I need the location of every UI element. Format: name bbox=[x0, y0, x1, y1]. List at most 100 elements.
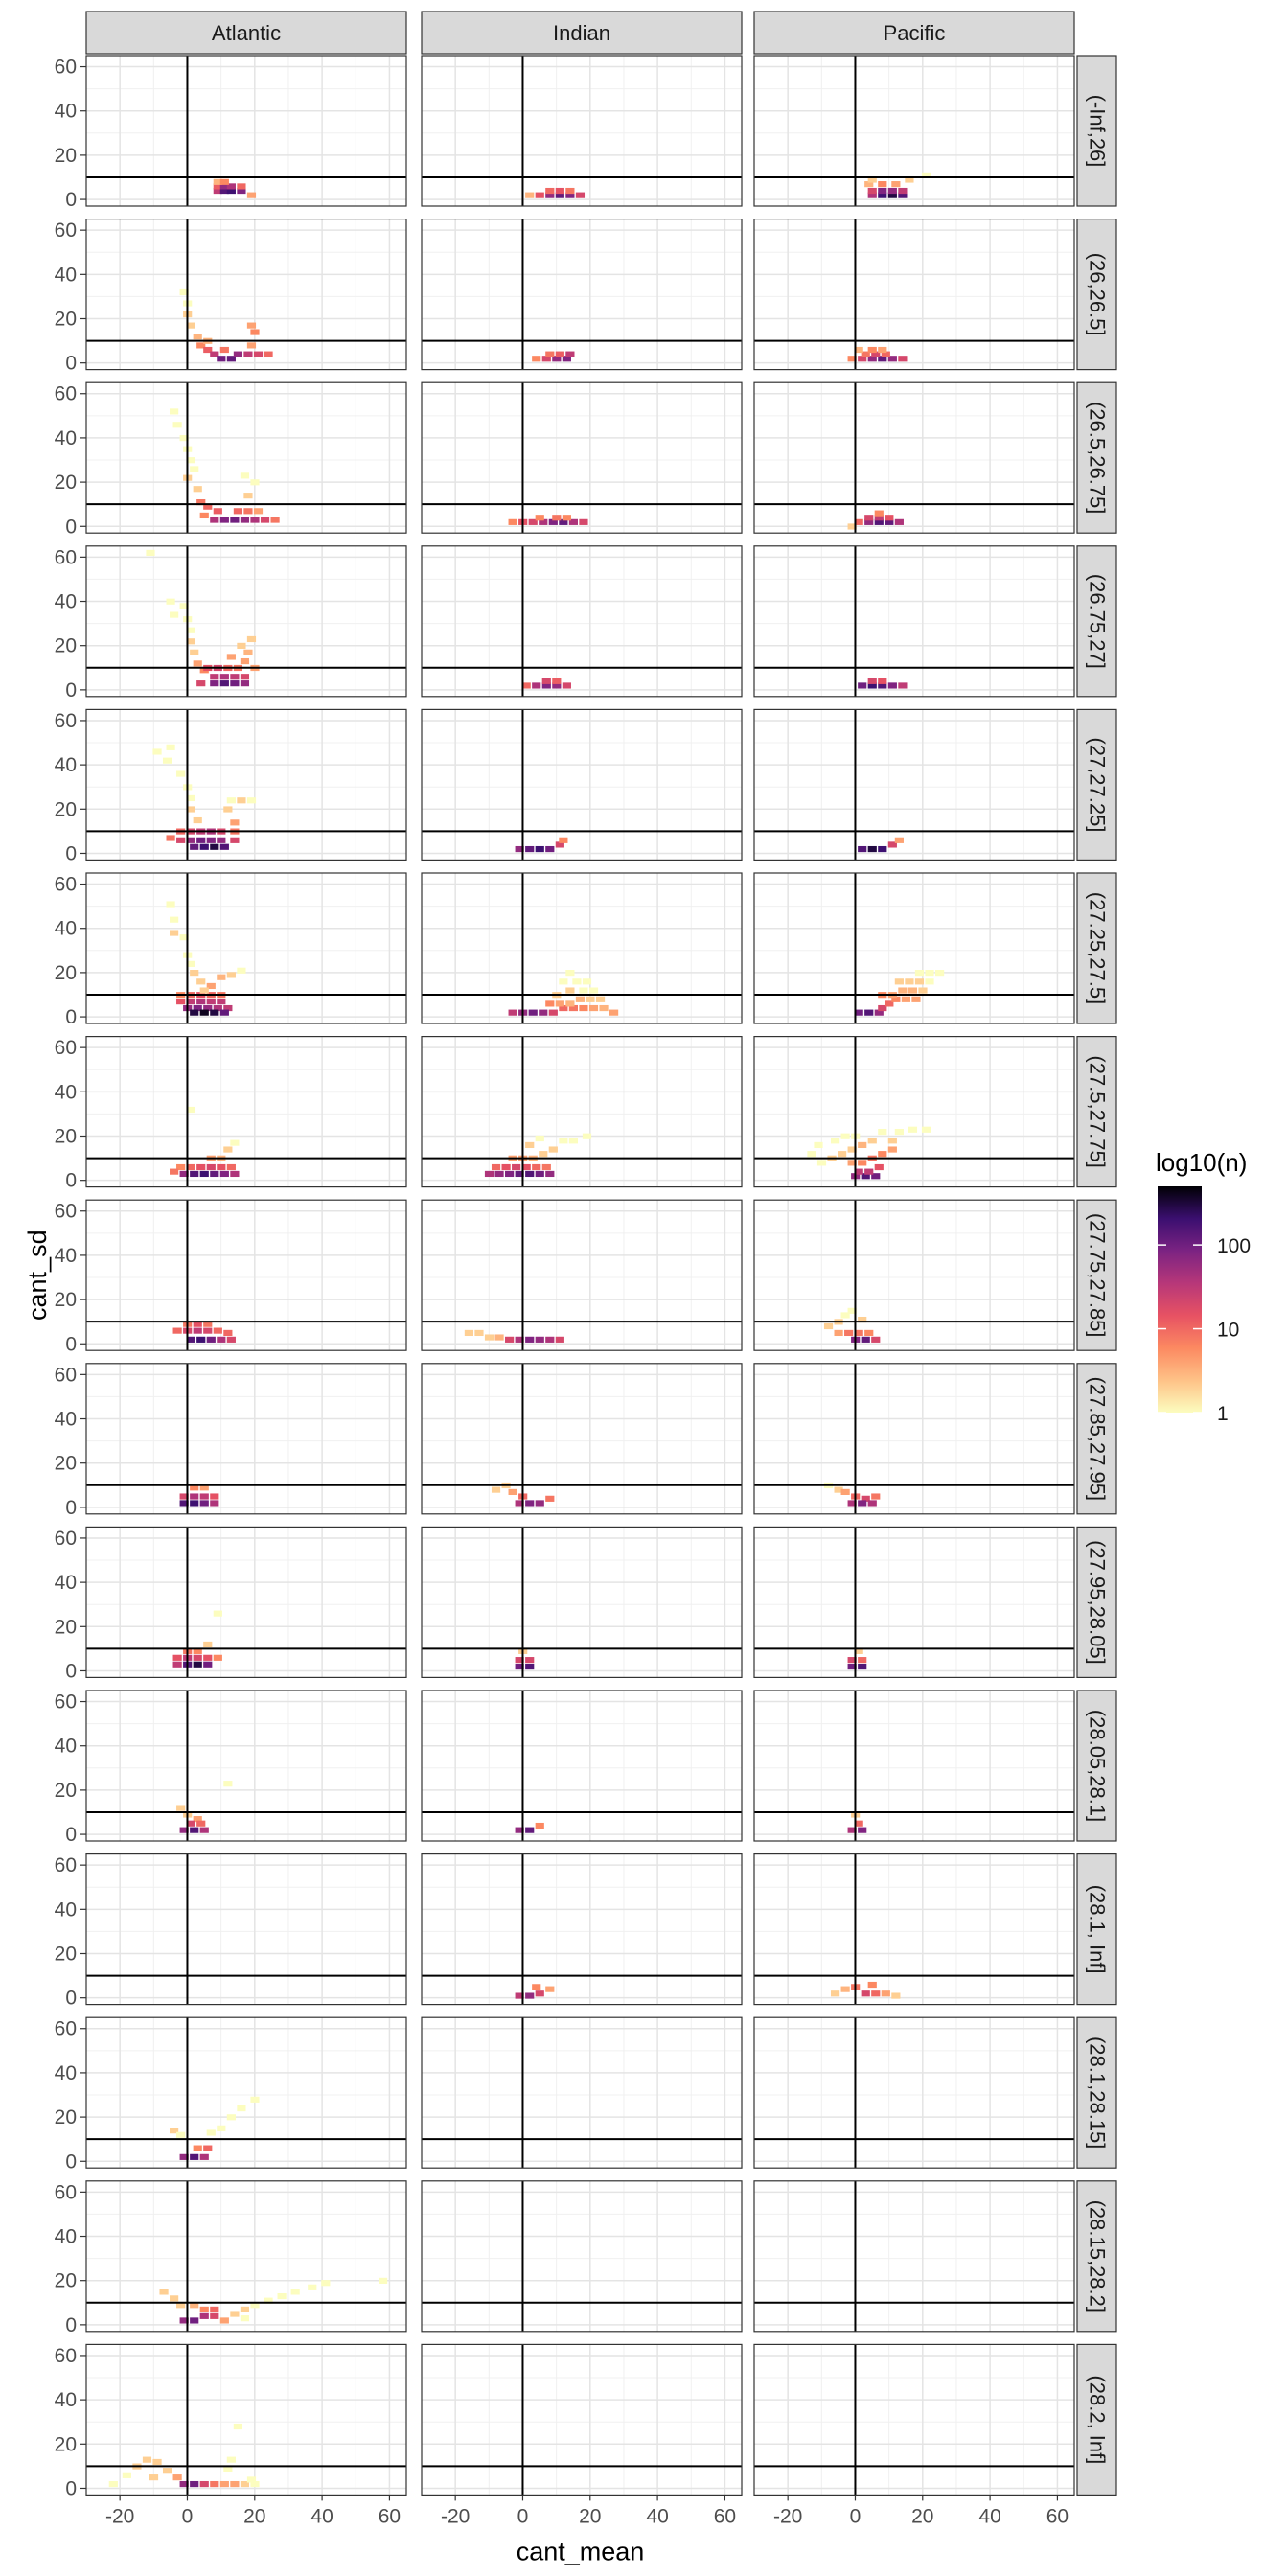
panel-border bbox=[85, 872, 407, 1024]
panel-background bbox=[754, 218, 1074, 370]
heatmap-tile bbox=[610, 1009, 619, 1016]
heatmap-tile bbox=[532, 1984, 541, 1990]
heatmap-tile bbox=[532, 1163, 541, 1171]
heatmap-tile bbox=[230, 2311, 240, 2317]
panel-background bbox=[422, 545, 742, 697]
facet-strip-background bbox=[1076, 2180, 1117, 2333]
heatmap-tile bbox=[535, 1336, 544, 1343]
heatmap-tile bbox=[545, 351, 555, 357]
heatmap-tile bbox=[193, 1654, 202, 1661]
heatmap-tile bbox=[166, 744, 175, 750]
facet-row-strip: (27,27.25] bbox=[1076, 708, 1117, 862]
heatmap-tile bbox=[199, 987, 209, 994]
heatmap-tile bbox=[552, 678, 562, 684]
panel-border bbox=[421, 545, 743, 698]
panel-tiles bbox=[179, 1484, 219, 1506]
panel-border bbox=[753, 1363, 1075, 1515]
heatmap-tile bbox=[515, 1657, 524, 1664]
heatmap-tile bbox=[176, 770, 186, 777]
y-tick-label: 0 bbox=[65, 2150, 77, 2173]
heatmap-tile bbox=[484, 1170, 494, 1178]
heatmap-tile bbox=[199, 1827, 209, 1833]
heatmap-tile bbox=[878, 181, 887, 188]
heatmap-tile bbox=[210, 674, 219, 680]
heatmap-tile bbox=[223, 1781, 233, 1787]
panel-grid bbox=[86, 1363, 406, 1514]
panel-tiles bbox=[864, 172, 932, 198]
y-tick-label: 40 bbox=[55, 2226, 77, 2248]
panel-grid bbox=[86, 1853, 406, 2005]
heatmap-tile bbox=[193, 1647, 202, 1654]
heatmap-tile bbox=[250, 329, 260, 335]
heatmap-tile bbox=[525, 1657, 535, 1664]
heatmap-tile bbox=[250, 2480, 260, 2488]
panel-border bbox=[85, 1526, 407, 1679]
heatmap-tile bbox=[898, 987, 908, 994]
facet-strip-background bbox=[1076, 708, 1117, 862]
heatmap-tile bbox=[565, 987, 575, 994]
y-tick-label: 0 bbox=[65, 1988, 77, 2010]
y-tick-label: 40 bbox=[55, 2062, 77, 2084]
heatmap-tile bbox=[210, 1009, 219, 1016]
heatmap-tile bbox=[494, 1334, 504, 1341]
heatmap-tile bbox=[881, 1990, 890, 1997]
heatmap-tile bbox=[894, 978, 904, 985]
y-tick-label: 60 bbox=[55, 1854, 77, 1876]
heatmap-tile bbox=[512, 1163, 521, 1171]
panel-background bbox=[86, 873, 406, 1024]
panel-border bbox=[753, 381, 1075, 534]
heatmap-tile bbox=[878, 845, 887, 853]
heatmap-tile bbox=[838, 1151, 847, 1158]
heatmap-tile bbox=[885, 1000, 894, 1007]
panel-atlantic-1: 0 20 40 60 bbox=[55, 55, 407, 211]
panel-indian-1 bbox=[421, 55, 743, 207]
panels-layer: Atlantic Indian Pacific (-Inf,26] 0 20 40 60 (26… bbox=[55, 11, 1117, 2527]
heatmap-tile bbox=[901, 996, 911, 1002]
heatmap-tile bbox=[179, 1500, 189, 1506]
panel-indian-6 bbox=[421, 872, 743, 1024]
y-tick-label: 40 bbox=[55, 264, 77, 286]
heatmap-tile bbox=[552, 356, 562, 362]
heatmap-tile bbox=[219, 2317, 229, 2324]
heatmap-tile bbox=[219, 517, 229, 523]
heatmap-tile bbox=[186, 1106, 196, 1114]
x-tick-label: -20 bbox=[105, 2505, 134, 2527]
panel-grid bbox=[422, 545, 742, 697]
heatmap-tile bbox=[217, 2125, 226, 2131]
panel-background bbox=[754, 545, 1074, 697]
heatmap-tile bbox=[847, 356, 857, 362]
heatmap-tile bbox=[867, 678, 877, 684]
heatmap-tile bbox=[555, 192, 564, 198]
panel-indian-13 bbox=[421, 2016, 743, 2169]
heatmap-tile bbox=[210, 843, 219, 850]
panel-tiles bbox=[858, 837, 904, 853]
panel-border bbox=[421, 2180, 743, 2333]
facet-row-label: (28.05,28.1] bbox=[1086, 1710, 1110, 1822]
heatmap-tile bbox=[552, 515, 562, 521]
facet-row-label: (26.5,26.75] bbox=[1086, 402, 1110, 514]
panel-border bbox=[421, 1035, 743, 1188]
heatmap-tile bbox=[515, 1663, 524, 1670]
heatmap-tile bbox=[219, 2480, 229, 2488]
heatmap-tile bbox=[226, 2456, 236, 2463]
heatmap-tile bbox=[545, 192, 555, 198]
y-tick-label: 40 bbox=[55, 101, 77, 123]
heatmap-tile bbox=[206, 837, 216, 843]
heatmap-tile bbox=[233, 351, 243, 357]
heatmap-tile bbox=[226, 797, 236, 804]
heatmap-tile bbox=[210, 351, 219, 357]
heatmap-tile bbox=[858, 1500, 867, 1506]
heatmap-tile bbox=[193, 1327, 202, 1334]
facet-row-strip: (28.15,28.2] bbox=[1076, 2180, 1117, 2333]
heatmap-tile bbox=[532, 682, 541, 689]
panel-atlantic-15: 0 20 40 60 -20 0 20 40 60 bbox=[55, 2343, 407, 2527]
panel-border bbox=[753, 2016, 1075, 2169]
heatmap-tile bbox=[525, 845, 535, 853]
heatmap-tile bbox=[885, 515, 894, 521]
heatmap-tile bbox=[240, 472, 250, 479]
panel-tiles bbox=[464, 1329, 564, 1343]
y-tick-label: 60 bbox=[55, 2181, 77, 2203]
heatmap-tile bbox=[887, 682, 897, 689]
heatmap-tile bbox=[595, 996, 606, 1002]
heatmap-tile bbox=[190, 1500, 199, 1506]
